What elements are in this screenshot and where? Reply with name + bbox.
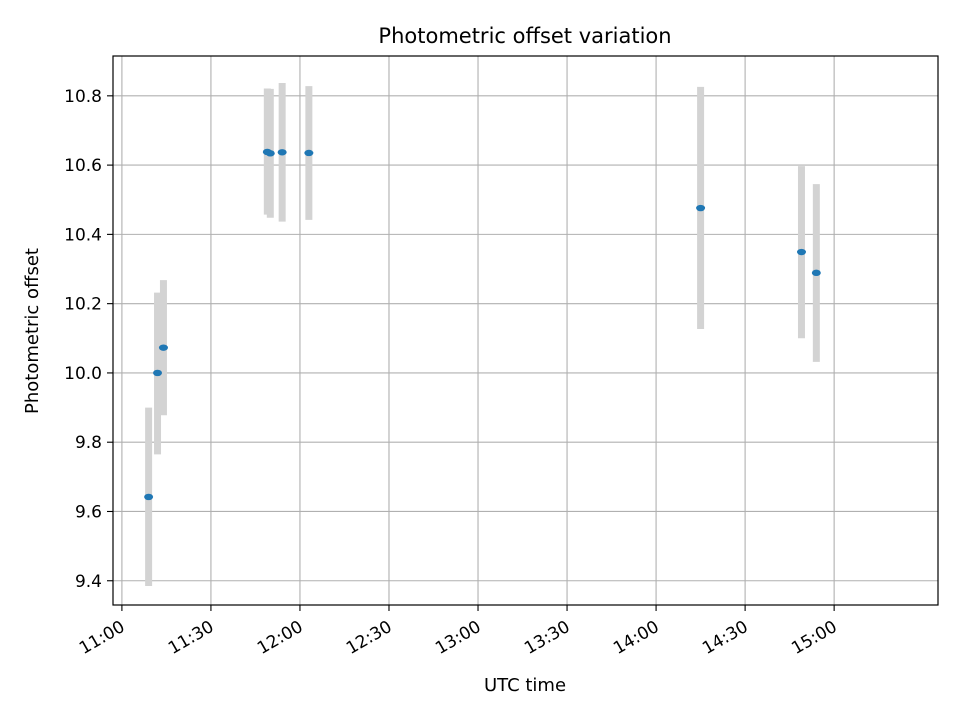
chart-title: Photometric offset variation xyxy=(378,24,671,48)
y-axis-title: Photometric offset xyxy=(22,248,43,414)
data-point xyxy=(304,149,314,157)
data-points xyxy=(144,148,821,501)
data-point xyxy=(153,369,163,377)
y-tick-label: 10.6 xyxy=(64,156,102,176)
data-point xyxy=(265,150,275,157)
y-tick-label: 9.8 xyxy=(75,433,102,453)
grid xyxy=(113,56,938,605)
data-point xyxy=(696,204,706,212)
axes-frame xyxy=(112,55,939,606)
data-point xyxy=(277,149,287,156)
y-tick-label: 10.2 xyxy=(64,295,102,315)
y-tick-label: 10.8 xyxy=(64,87,102,107)
data-point xyxy=(144,493,154,501)
y-tick-label: 9.4 xyxy=(75,572,102,592)
y-tick-label: 9.6 xyxy=(75,502,102,522)
x-axis-title: UTC time xyxy=(484,675,566,696)
data-point xyxy=(811,269,821,277)
data-point xyxy=(158,344,168,351)
data-point xyxy=(796,248,806,256)
y-tick-label: 10.0 xyxy=(64,364,102,384)
y-tick-label: 10.4 xyxy=(64,225,102,245)
